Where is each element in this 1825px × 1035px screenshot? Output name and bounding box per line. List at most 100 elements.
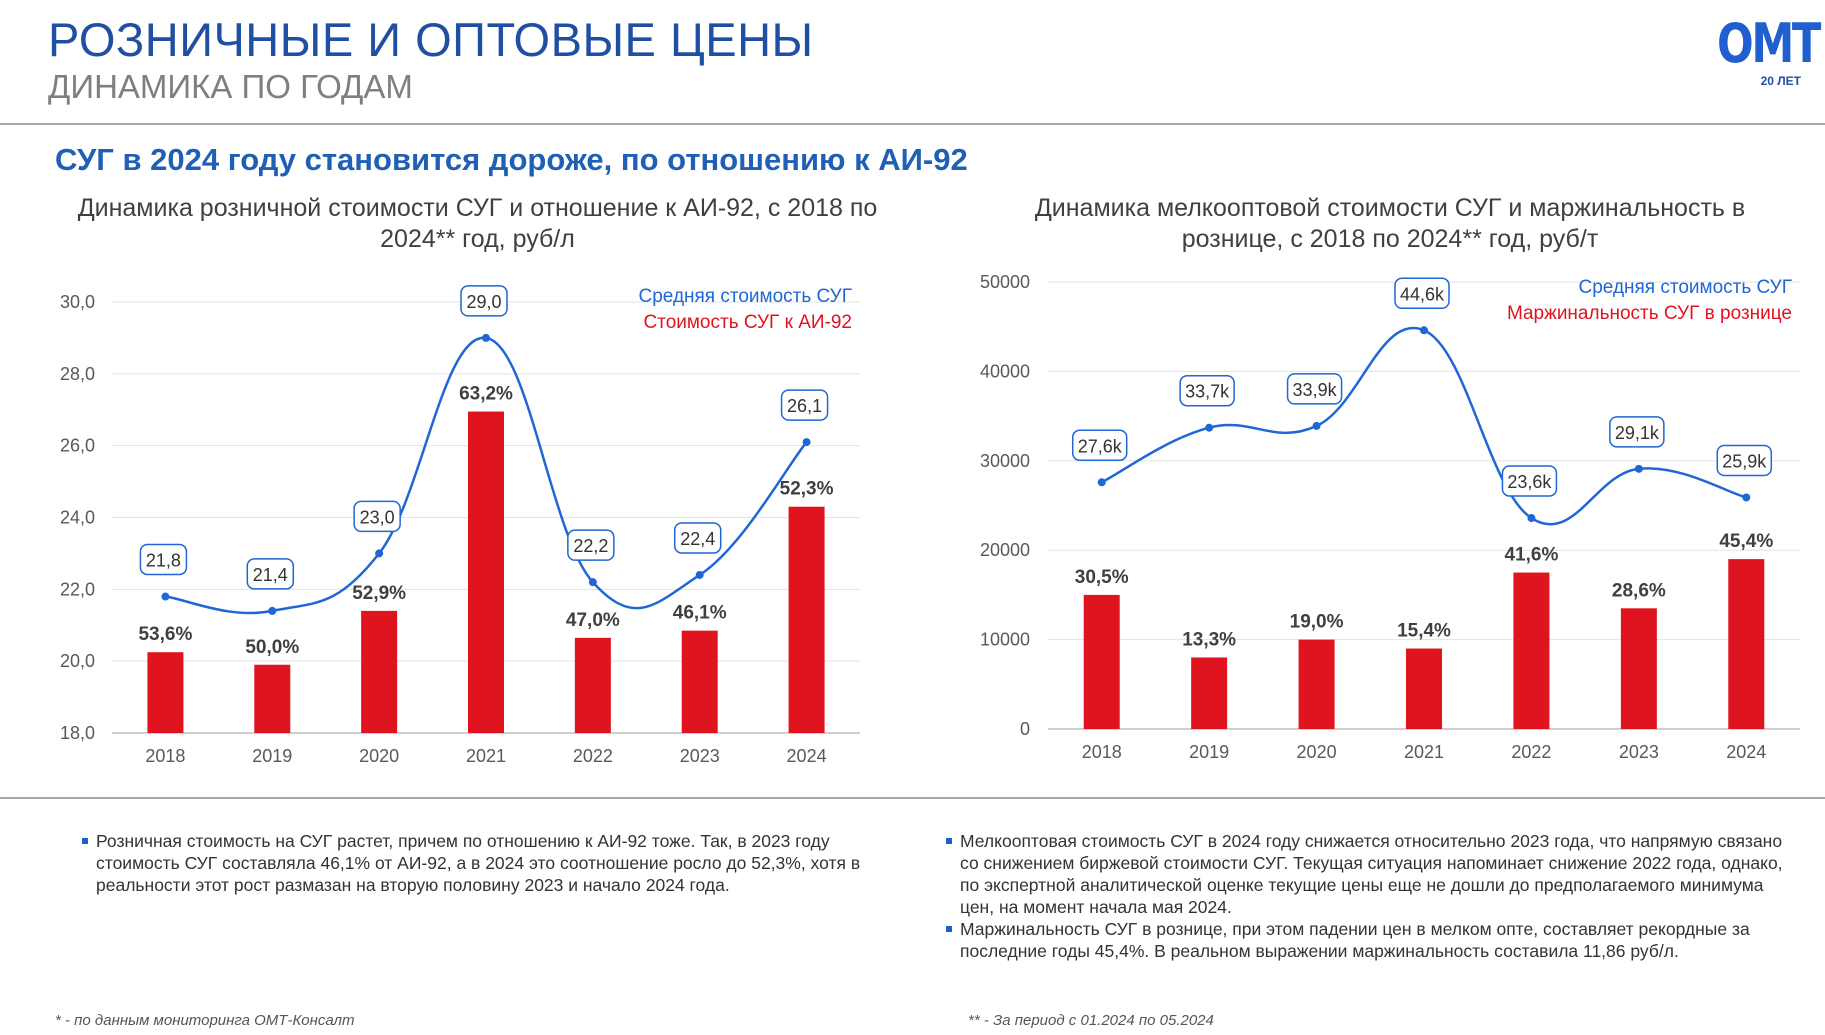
line-data-label: 44,6k [1400, 284, 1445, 304]
line-point [1097, 478, 1106, 487]
y-tick-label: 28,0 [60, 364, 95, 384]
line-label-box [673, 522, 722, 554]
bar [254, 664, 291, 733]
line-data-label: 26,1 [787, 396, 822, 416]
legend-bar: Стоимость СУГ к АИ-92 [643, 312, 852, 333]
footnote-left: * - по данным мониторинга ОМТ-Консалт [55, 1012, 355, 1029]
line-data-label: 33,9k [1293, 380, 1338, 400]
logo-text: ОМТ [1717, 12, 1821, 75]
bar [1191, 657, 1228, 729]
bar-data-label: 30,5% [1075, 567, 1129, 588]
line-point [482, 333, 490, 342]
line-point [1312, 421, 1321, 430]
bar [1513, 572, 1550, 729]
bar-data-label: 47,0% [566, 610, 620, 631]
bar [1728, 559, 1765, 729]
bar [147, 652, 184, 733]
line-point [1420, 326, 1428, 335]
section-divider [0, 797, 1825, 799]
legend-bar: Маржинальность СУГ в рознице [1507, 303, 1792, 324]
line-data-label: 27,6k [1078, 436, 1123, 456]
header-divider [0, 123, 1825, 125]
right-note-item: Маржинальность СУГ в рознице, при этом п… [926, 918, 1786, 962]
line-label-box [1501, 465, 1558, 497]
logo-sub: 20 ЛЕТ [1760, 74, 1801, 88]
line-data-label: 23,6k [1507, 472, 1552, 492]
line-data-label: 29,1k [1615, 423, 1660, 443]
line-point [1634, 464, 1643, 473]
y-tick-label: 18,0 [60, 723, 95, 743]
line-label-box [1071, 429, 1128, 462]
line-label-box [780, 389, 829, 421]
y-tick-label: 50000 [980, 272, 1030, 292]
x-tick-label: 2019 [252, 746, 292, 766]
line-label-box [246, 558, 295, 590]
y-tick-label: 22,0 [60, 579, 95, 599]
bar-data-label: 52,9% [352, 583, 406, 604]
line-data-label: 22,4 [680, 529, 715, 549]
bar [681, 630, 718, 733]
y-tick-label: 24,0 [60, 508, 95, 528]
right-chart-title: Динамика мелкооптовой стоимости СУГ и ма… [1034, 194, 1746, 253]
bar-data-label: 45,4% [1719, 531, 1773, 552]
bar-data-label: 53,6% [138, 624, 192, 645]
line-point [802, 438, 811, 447]
line-point [695, 570, 704, 579]
headline: СУГ в 2024 году становится дороже, по от… [55, 142, 968, 177]
line-label-box [567, 529, 615, 561]
line-data-label: 21,4 [253, 565, 288, 585]
bar-data-label: 15,4% [1397, 621, 1451, 642]
y-tick-label: 40000 [980, 361, 1030, 381]
bar-data-label: 13,3% [1182, 629, 1236, 650]
bar [574, 637, 611, 733]
right-notes: Мелкооптовая стоимость СУГ в 2024 году с… [926, 830, 1786, 962]
legend-line: Средняя стоимость СУГ [639, 286, 853, 307]
x-tick-label: 2019 [1189, 742, 1229, 762]
bar [788, 506, 825, 733]
line-point [375, 549, 384, 558]
right-note-item: Мелкооптовая стоимость СУГ в 2024 году с… [926, 830, 1786, 918]
page-title: РОЗНИЧНЫЕ И ОПТОВЫЕ ЦЕНЫ [48, 13, 814, 66]
x-tick-label: 2024 [787, 746, 827, 766]
y-tick-label: 20000 [980, 540, 1030, 560]
bar [1083, 594, 1120, 729]
right-chart: 0 10000 20000 30000 40000 50000 30,5% 13,3% 19,0… [980, 272, 1800, 762]
x-tick-label: 2020 [1297, 742, 1337, 762]
line-point [161, 592, 170, 601]
bar-data-label: 52,3% [780, 479, 834, 500]
line-data-label: 21,8 [146, 551, 181, 571]
left-chart-title: Динамика розничной стоимости СУГ и отнош… [77, 194, 878, 253]
y-tick-label: 30000 [980, 451, 1030, 471]
line-point [1527, 514, 1536, 523]
bar [1298, 639, 1335, 729]
line-data-label: 29,0 [466, 292, 501, 312]
line-point [588, 578, 597, 587]
line-data-label: 25,9k [1722, 451, 1767, 471]
line-data-label: 22,2 [573, 536, 608, 556]
left-chart: 18,0 20,0 22,0 24,0 26,0 28,0 30,0 53,6% 50,0% 52… [60, 285, 860, 766]
line-point [1205, 423, 1214, 432]
x-tick-label: 2024 [1726, 742, 1766, 762]
x-tick-label: 2022 [1511, 742, 1551, 762]
x-tick-label: 2018 [1082, 742, 1122, 762]
y-tick-label: 26,0 [60, 436, 95, 456]
bar-data-label: 50,0% [245, 637, 299, 658]
x-tick-label: 2023 [680, 746, 720, 766]
line-label-box [460, 285, 508, 317]
line-label-box [1394, 277, 1450, 310]
bar [361, 610, 398, 733]
legend-line: Средняя стоимость СУГ [1579, 277, 1793, 298]
line-label-box [1286, 373, 1343, 405]
x-tick-label: 2023 [1619, 742, 1659, 762]
y-tick-label: 30,0 [60, 292, 95, 312]
page-subtitle: ДИНАМИКА ПО ГОДАМ [48, 68, 413, 105]
bar [1406, 648, 1442, 729]
line-point [1742, 493, 1751, 502]
line-data-label: 23,0 [360, 507, 395, 527]
bar-data-label: 41,6% [1504, 545, 1558, 566]
footnote-right: ** - За период с 01.2024 по 05.2024 [968, 1012, 1214, 1029]
line-label-box [353, 500, 401, 533]
left-note-item: Розничная стоимость на СУГ растет, приче… [62, 830, 902, 896]
y-tick-label: 10000 [980, 630, 1030, 650]
x-tick-label: 2018 [145, 746, 185, 766]
